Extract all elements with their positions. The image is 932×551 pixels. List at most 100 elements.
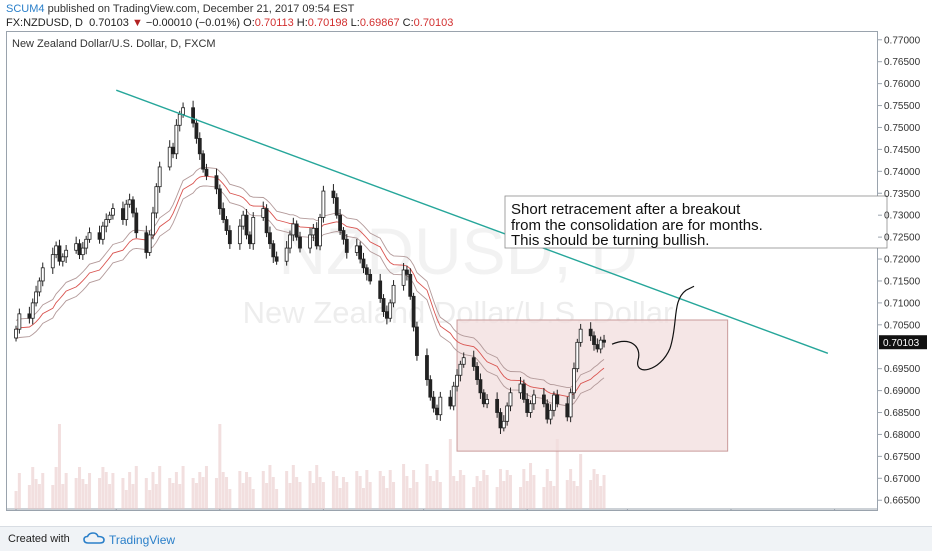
volume-bar — [412, 470, 416, 509]
volume-bar — [602, 475, 606, 509]
volume-bar — [542, 487, 546, 509]
volume-bar — [525, 481, 529, 509]
candle-body — [308, 234, 312, 249]
candle-body — [408, 273, 413, 297]
open-value: 0.70113 — [254, 17, 294, 29]
volume-bar — [288, 483, 292, 509]
volume-bar — [174, 472, 178, 509]
volume-bar — [17, 473, 21, 509]
annotation-box[interactable]: Short retracement after a breakout from … — [504, 195, 888, 249]
candle-body — [595, 344, 600, 350]
close-label: C: — [402, 17, 414, 29]
volume-bar — [331, 471, 335, 509]
candle-body — [311, 227, 316, 236]
volume-bar — [569, 469, 573, 509]
candle-body — [602, 339, 606, 343]
symbol-label: FX:NZDUSD, D — [6, 17, 83, 29]
candle-body — [314, 227, 319, 247]
plot-border — [6, 31, 878, 511]
volume-bar — [318, 477, 322, 509]
candle-body — [227, 230, 232, 245]
volume-bar — [408, 488, 412, 509]
volume-bar — [171, 483, 175, 509]
volume-bar — [218, 424, 222, 509]
volume-bar — [495, 487, 499, 509]
candle-body — [40, 267, 45, 282]
volume-bar — [191, 478, 195, 509]
volume-bar — [335, 476, 339, 509]
volume-bar — [575, 486, 579, 509]
volume-bar — [158, 466, 162, 509]
volume-bar — [435, 470, 439, 509]
chart-frame[interactable]: New Zealand Dollar/U.S. Dollar, D, FXCM … — [6, 31, 927, 524]
candle-body — [505, 405, 510, 422]
price-axis[interactable]: 0.77000 0.76500 0.76000 0.75500 0.75000 0.745… — [878, 35, 921, 507]
volume-bar — [225, 477, 229, 509]
candle-body — [201, 153, 206, 170]
candle-body — [64, 249, 69, 258]
volume-bar — [14, 491, 18, 509]
candle-body — [241, 214, 246, 227]
volume-bar — [134, 466, 138, 509]
candle-body — [568, 392, 573, 418]
volume-bar — [508, 475, 512, 509]
price-chart[interactable]: New Zealand Dollar/U.S. Dollar, D, FXCM … — [6, 31, 932, 524]
volume-bar — [505, 470, 509, 509]
candle-body — [197, 138, 202, 155]
volume-bar — [194, 483, 198, 509]
candle-body — [27, 313, 32, 319]
volume-bar — [98, 478, 102, 509]
candle-body — [572, 368, 576, 394]
y-tick-label: 0.73000 — [884, 211, 921, 222]
volume-bar — [128, 472, 132, 509]
candle-body — [147, 234, 152, 253]
candle-body — [334, 197, 339, 216]
volume-bar — [592, 469, 596, 509]
low-label: L: — [350, 17, 360, 29]
trendline[interactable] — [116, 89, 829, 354]
candle-body — [217, 188, 222, 210]
volume-bar — [241, 483, 245, 509]
candle-body — [100, 225, 105, 240]
candle-body — [555, 394, 560, 405]
volume-bar — [295, 477, 299, 509]
tradingview-brand[interactable]: TradingView — [109, 533, 176, 547]
annotation-frame — [504, 195, 888, 249]
volume-bar — [104, 472, 108, 509]
volume-bar — [368, 482, 372, 509]
candle-body — [425, 355, 429, 381]
volume-bar — [472, 487, 476, 509]
candle-body — [247, 234, 252, 245]
volume-bar — [245, 472, 249, 509]
candle-body — [598, 339, 603, 350]
volume-bar — [181, 466, 185, 509]
volume-bar — [37, 484, 41, 509]
candle-body — [237, 225, 242, 245]
candle-body — [60, 256, 65, 262]
publish-line: SCUM4 published on TradingView.com, Dece… — [6, 3, 354, 15]
volume-bar — [522, 469, 526, 509]
volume-bar — [458, 470, 462, 509]
volume-bar — [198, 472, 202, 509]
candle-body — [298, 236, 302, 249]
candle-body — [592, 335, 596, 345]
candle-body — [508, 392, 513, 407]
volume-bar — [589, 480, 593, 509]
projection-path[interactable] — [611, 285, 695, 371]
footer-bar: Created with TradingView — [0, 526, 932, 551]
price-tag-label: 0.70103 — [883, 338, 920, 349]
author-link[interactable]: SCUM4 — [6, 3, 45, 15]
y-tick-label: 0.69000 — [884, 386, 921, 397]
candle-body — [575, 341, 580, 370]
candle-body — [542, 394, 546, 405]
volume-bar — [121, 478, 125, 509]
volume-bar — [388, 470, 392, 509]
volume-bar — [341, 477, 345, 509]
y-tick-label: 0.75500 — [884, 101, 921, 112]
volume-bar — [345, 482, 349, 509]
volume-bar — [519, 487, 523, 509]
volume-bar — [201, 477, 205, 509]
candle-body — [331, 190, 336, 199]
y-tick-label: 0.66500 — [884, 496, 921, 507]
projection-curve — [611, 285, 695, 371]
